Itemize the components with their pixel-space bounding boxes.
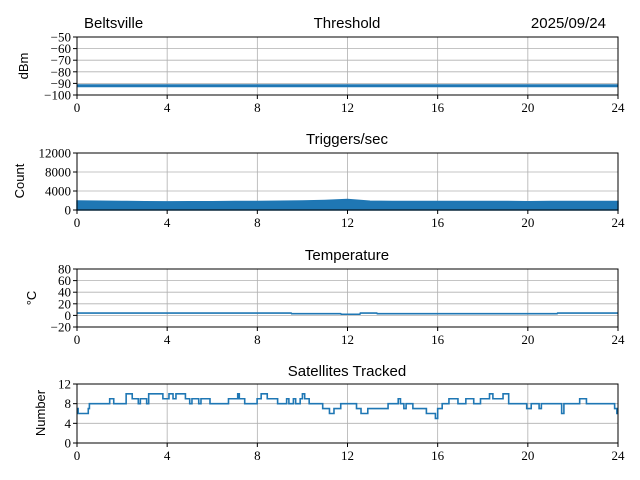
- ylabel-threshold: dBm: [16, 53, 31, 80]
- satellites-ytick-label: 4: [65, 416, 72, 431]
- temperature-series-line: [77, 312, 618, 316]
- satellites-series-line: [77, 393, 618, 420]
- date-label: 2025/09/24: [531, 15, 606, 32]
- satellites-xtick-label: 16: [431, 448, 445, 463]
- threshold-xtick-label: 4: [164, 100, 171, 115]
- temperature-xtick-label: 4: [164, 332, 171, 347]
- threshold-ytick-label: −100: [44, 88, 71, 103]
- panel-title-triggers: Triggers/sec: [306, 131, 388, 148]
- temperature-ytick-label: 0: [65, 308, 72, 323]
- triggers-xtick-label: 24: [612, 215, 626, 230]
- threshold-ytick-label: −60: [51, 41, 71, 56]
- threshold-ytick-label: −50: [51, 30, 71, 45]
- temperature-xtick-label: 24: [612, 332, 626, 347]
- temperature-ytick-label: 40: [58, 285, 71, 300]
- triggers-ytick-label: 0: [65, 203, 72, 218]
- satellites-xtick-label: 4: [164, 448, 171, 463]
- temperature-ytick-label: 20: [58, 296, 71, 311]
- ylabel-temperature: °C: [24, 291, 39, 306]
- threshold-xtick-label: 0: [74, 100, 81, 115]
- temperature-ytick-label: −20: [51, 320, 71, 335]
- satellites-ytick-label: 8: [65, 396, 72, 411]
- threshold-ytick-label: −90: [51, 76, 71, 91]
- triggers-xtick-label: 4: [164, 215, 171, 230]
- threshold-ytick-label: −80: [51, 64, 71, 79]
- temperature-xtick-label: 8: [254, 332, 261, 347]
- triggers-xtick-label: 0: [74, 215, 81, 230]
- ylabel-triggers: Count: [12, 163, 27, 198]
- triggers-xtick-label: 20: [521, 215, 534, 230]
- triggers-series-area: [76, 198, 619, 211]
- threshold-xtick-label: 20: [521, 100, 534, 115]
- ylabel-satellites: Number: [33, 389, 48, 436]
- satellites-xtick-label: 24: [612, 448, 626, 463]
- satellites-xtick-label: 12: [341, 448, 354, 463]
- panel-title-temperature: Temperature: [305, 247, 389, 264]
- threshold-xtick-label: 16: [431, 100, 445, 115]
- triggers-xtick-label: 16: [431, 215, 445, 230]
- threshold-xtick-label: 8: [254, 100, 261, 115]
- triggers-ytick-label: 8000: [45, 165, 71, 180]
- satellites-ytick-label: 0: [65, 436, 72, 451]
- threshold-xtick-label: 24: [612, 100, 626, 115]
- temperature-ytick-label: 80: [58, 262, 71, 277]
- triggers-xtick-label: 8: [254, 215, 261, 230]
- satellites-ytick-label: 12: [58, 377, 71, 392]
- satellites-xtick-label: 8: [254, 448, 261, 463]
- station-label: Beltsville: [84, 15, 143, 32]
- threshold-ytick-label: −70: [51, 53, 71, 68]
- satellites-xtick-label: 20: [521, 448, 534, 463]
- temperature-xtick-label: 20: [521, 332, 534, 347]
- triggers-xtick-label: 12: [341, 215, 354, 230]
- temperature-xtick-label: 16: [431, 332, 445, 347]
- threshold-xtick-label: 12: [341, 100, 354, 115]
- panel-title-threshold: Threshold: [314, 15, 381, 32]
- temperature-ytick-label: 60: [58, 273, 71, 288]
- satellites-xtick-label: 0: [74, 448, 81, 463]
- temperature-xtick-label: 0: [74, 332, 81, 347]
- triggers-ytick-label: 12000: [39, 146, 72, 161]
- triggers-ytick-label: 4000: [45, 184, 71, 199]
- temperature-xtick-label: 12: [341, 332, 354, 347]
- panel-title-satellites: Satellites Tracked: [288, 363, 406, 380]
